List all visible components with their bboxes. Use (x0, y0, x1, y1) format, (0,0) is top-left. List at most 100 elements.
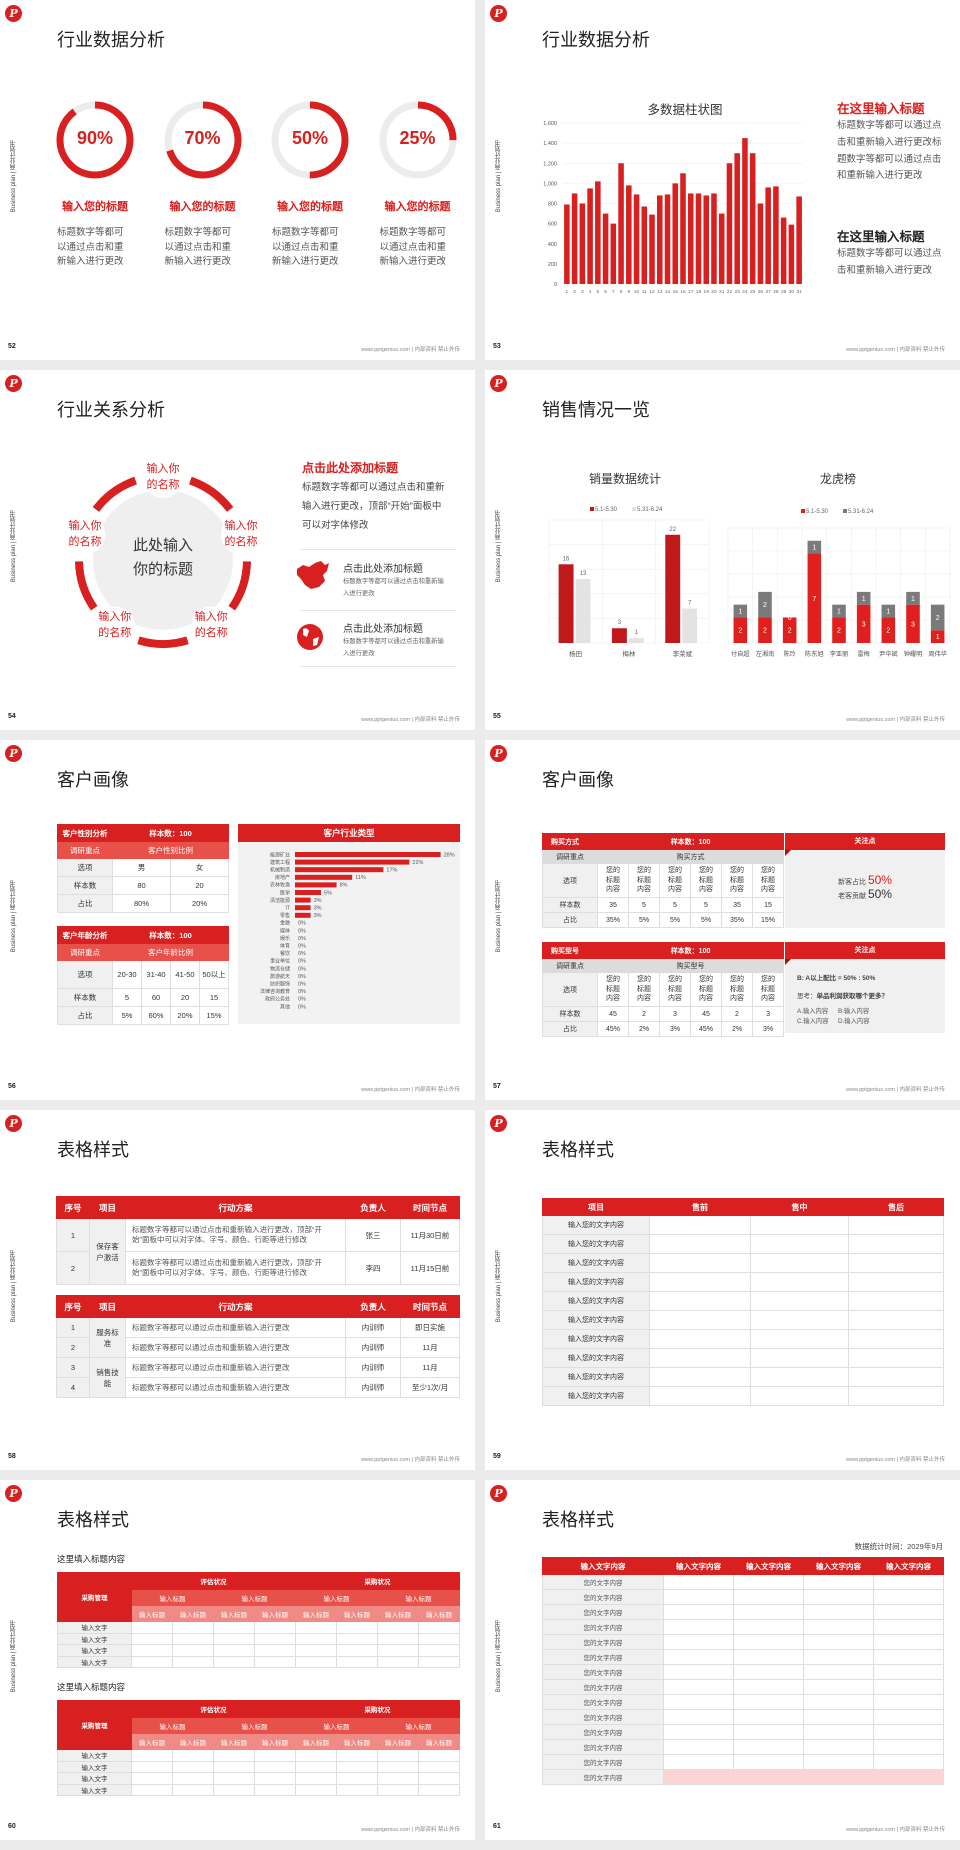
table-cell: 5% (628, 912, 660, 928)
legend-swatch (843, 509, 847, 513)
table-cell: 45% (690, 1021, 722, 1037)
bar-segment (881, 604, 896, 618)
x-tick-label: 15 (673, 289, 679, 295)
empty-cell (131, 1655, 173, 1668)
column-header: 序号 (56, 1295, 90, 1318)
y-tick-label: 1,400 (543, 141, 557, 147)
bar (757, 203, 764, 284)
column-header: 项目 (542, 1198, 650, 1216)
empty-cell (418, 1644, 460, 1657)
empty-cell (377, 1621, 419, 1634)
x-tick-label: 27 (765, 289, 771, 295)
industry-panel-title: 客户行业类型 (238, 824, 460, 842)
empty-cell (418, 1621, 460, 1634)
table-row: 输入文字 (57, 1749, 460, 1762)
footer-text: www.pptgenius.com | 内部资料 禁止外传 (361, 347, 460, 353)
slide-58: P Business plan | 商业计划书 表格样式 58 www.pptgeniu… (0, 1110, 475, 1470)
sub-header: 输入标题 (213, 1717, 296, 1734)
empty-cell (848, 1272, 944, 1292)
focus-value: 客户性别比例 (111, 841, 230, 859)
table-subheader-row: 调研重点 购买型号 (542, 958, 785, 973)
bar (687, 193, 694, 284)
ring-percent: 70% (184, 128, 221, 148)
x-tick-label: 14 (665, 289, 671, 295)
empty-cell (803, 1619, 874, 1635)
x-tick-label: 31 (796, 289, 802, 295)
row-label: 占比 (57, 1006, 113, 1025)
purchase-table: 购买型号 样本数：100 调研重点 购买型号 选项 您的标题内容 您的标题内容 您的标题内容您… (542, 942, 785, 1037)
empty-cell (663, 1574, 734, 1590)
ring-progress (56, 101, 134, 179)
empty-cell (649, 1329, 751, 1349)
bar (649, 214, 655, 284)
slide-content: 这里填入标题内容 采购管理 评估状况 采购状况 输入标题 输入标题 输入标题 输入标题 输入标题… (0, 1480, 475, 1840)
table-row: 样本数 35 5 5 5 35 15 (542, 897, 785, 913)
node-bg (94, 606, 135, 647)
category-label: 旅游航天 (270, 973, 290, 980)
node-label: 输入你的名称 (68, 519, 102, 548)
x-tick-label: 18 (696, 289, 702, 295)
empty-cell (873, 1754, 944, 1770)
bar (618, 163, 624, 284)
ring-title: 输入您的标题 (277, 201, 343, 213)
table-cell: 男 (112, 858, 171, 877)
slide-content: 序号 项目 行动方案 负责人 时间节点 1 保存客户激活 标题数字等都可以通过点击和重新输入进… (0, 1110, 475, 1470)
column-header: 输入文字内容 (663, 1557, 734, 1575)
table-subheader-row: 输入标题 输入标题 输入标题 输入标题 输入标题 输入标题 输入标题 输入标题 (58, 1733, 460, 1750)
survey-table: 客户性别分析 样本数：100 调研重点 客户性别比例 选项男女样本数 80 20 占比 80% 2… (57, 824, 230, 913)
slide-content: 购买方式 样本数：100 调研重点 购买方式 选项 您的标题内容 您的标题内容 您的标题内容您… (485, 740, 960, 1100)
empty-cell (254, 1621, 296, 1634)
row-label: 样本数 (542, 1006, 598, 1022)
value-label: 0% (298, 997, 306, 1003)
focus-label: 调研重点 (542, 849, 598, 864)
table-row: 选项男女 (57, 858, 230, 877)
action-plan-table: 序号 项目 行动方案 负责人 时间节点 1 保存客户激活 标题数字等都可以通过点击和重新输入进… (56, 1196, 460, 1285)
empty-cell (663, 1679, 734, 1695)
value-label: 3% (314, 913, 322, 919)
empty-cell (733, 1709, 804, 1725)
empty-cell (336, 1644, 378, 1657)
table-cell: 5% (659, 912, 691, 928)
table-title: 客户年龄分析 (57, 926, 113, 944)
purchase-table: 购买方式 样本数：100 调研重点 购买方式 选项 您的标题内容 您的标题内容 您的标题内容您… (542, 833, 785, 928)
row-label: 您的文字内容 (542, 1664, 664, 1680)
empty-cell (663, 1664, 734, 1680)
node-bg (220, 514, 261, 555)
owner-cell: 内训师 (345, 1337, 401, 1358)
table-row: 您的文字内容 (542, 1724, 944, 1740)
y-tick-label: 1,600 (543, 121, 557, 127)
x-tick-label: 付自超 (731, 650, 750, 658)
footer-text: www.pptgenius.com | 内部资料 禁止外传 (846, 1457, 945, 1463)
focus-value: 购买方式 (596, 849, 785, 864)
category-label: 机械制造 (270, 867, 290, 874)
empty-cell (873, 1574, 944, 1590)
table-cell: 您的标题内容 (628, 863, 660, 898)
empty-cell (377, 1772, 419, 1785)
stat-date: 数据统计时间：2029年9月 (854, 1542, 943, 1551)
empty-cell (131, 1749, 173, 1762)
x-tick-label: 11 (642, 289, 647, 295)
column-header: 行动方案 (125, 1196, 346, 1219)
empty-cell (848, 1367, 944, 1387)
table-cell: 35% (597, 912, 629, 928)
bar (633, 194, 640, 284)
row-label: 您的文字内容 (542, 1574, 664, 1590)
table-cell: 您的标题内容 (659, 863, 691, 898)
table-cell: 5 (112, 988, 142, 1007)
empty-cell (733, 1724, 804, 1740)
x-tick-label: 李荣斌 (673, 649, 693, 658)
table-cell: 女 (169, 858, 230, 877)
table-cell: 3 (659, 1006, 691, 1022)
data-label: 1 (812, 545, 816, 552)
bar (796, 196, 802, 284)
x-tick-label: 2 (573, 289, 576, 295)
column-header: 项目 (89, 1295, 126, 1318)
slide-title: 客户画像 (57, 770, 129, 790)
empty-cell (873, 1634, 944, 1650)
bar (579, 203, 586, 284)
empty-cell (750, 1367, 849, 1387)
focus-label: 调研重点 (57, 841, 113, 859)
sample-count: 样本数：100 (596, 833, 785, 850)
sub-header: 输入标题 (377, 1717, 460, 1734)
empty-cell (733, 1574, 804, 1590)
